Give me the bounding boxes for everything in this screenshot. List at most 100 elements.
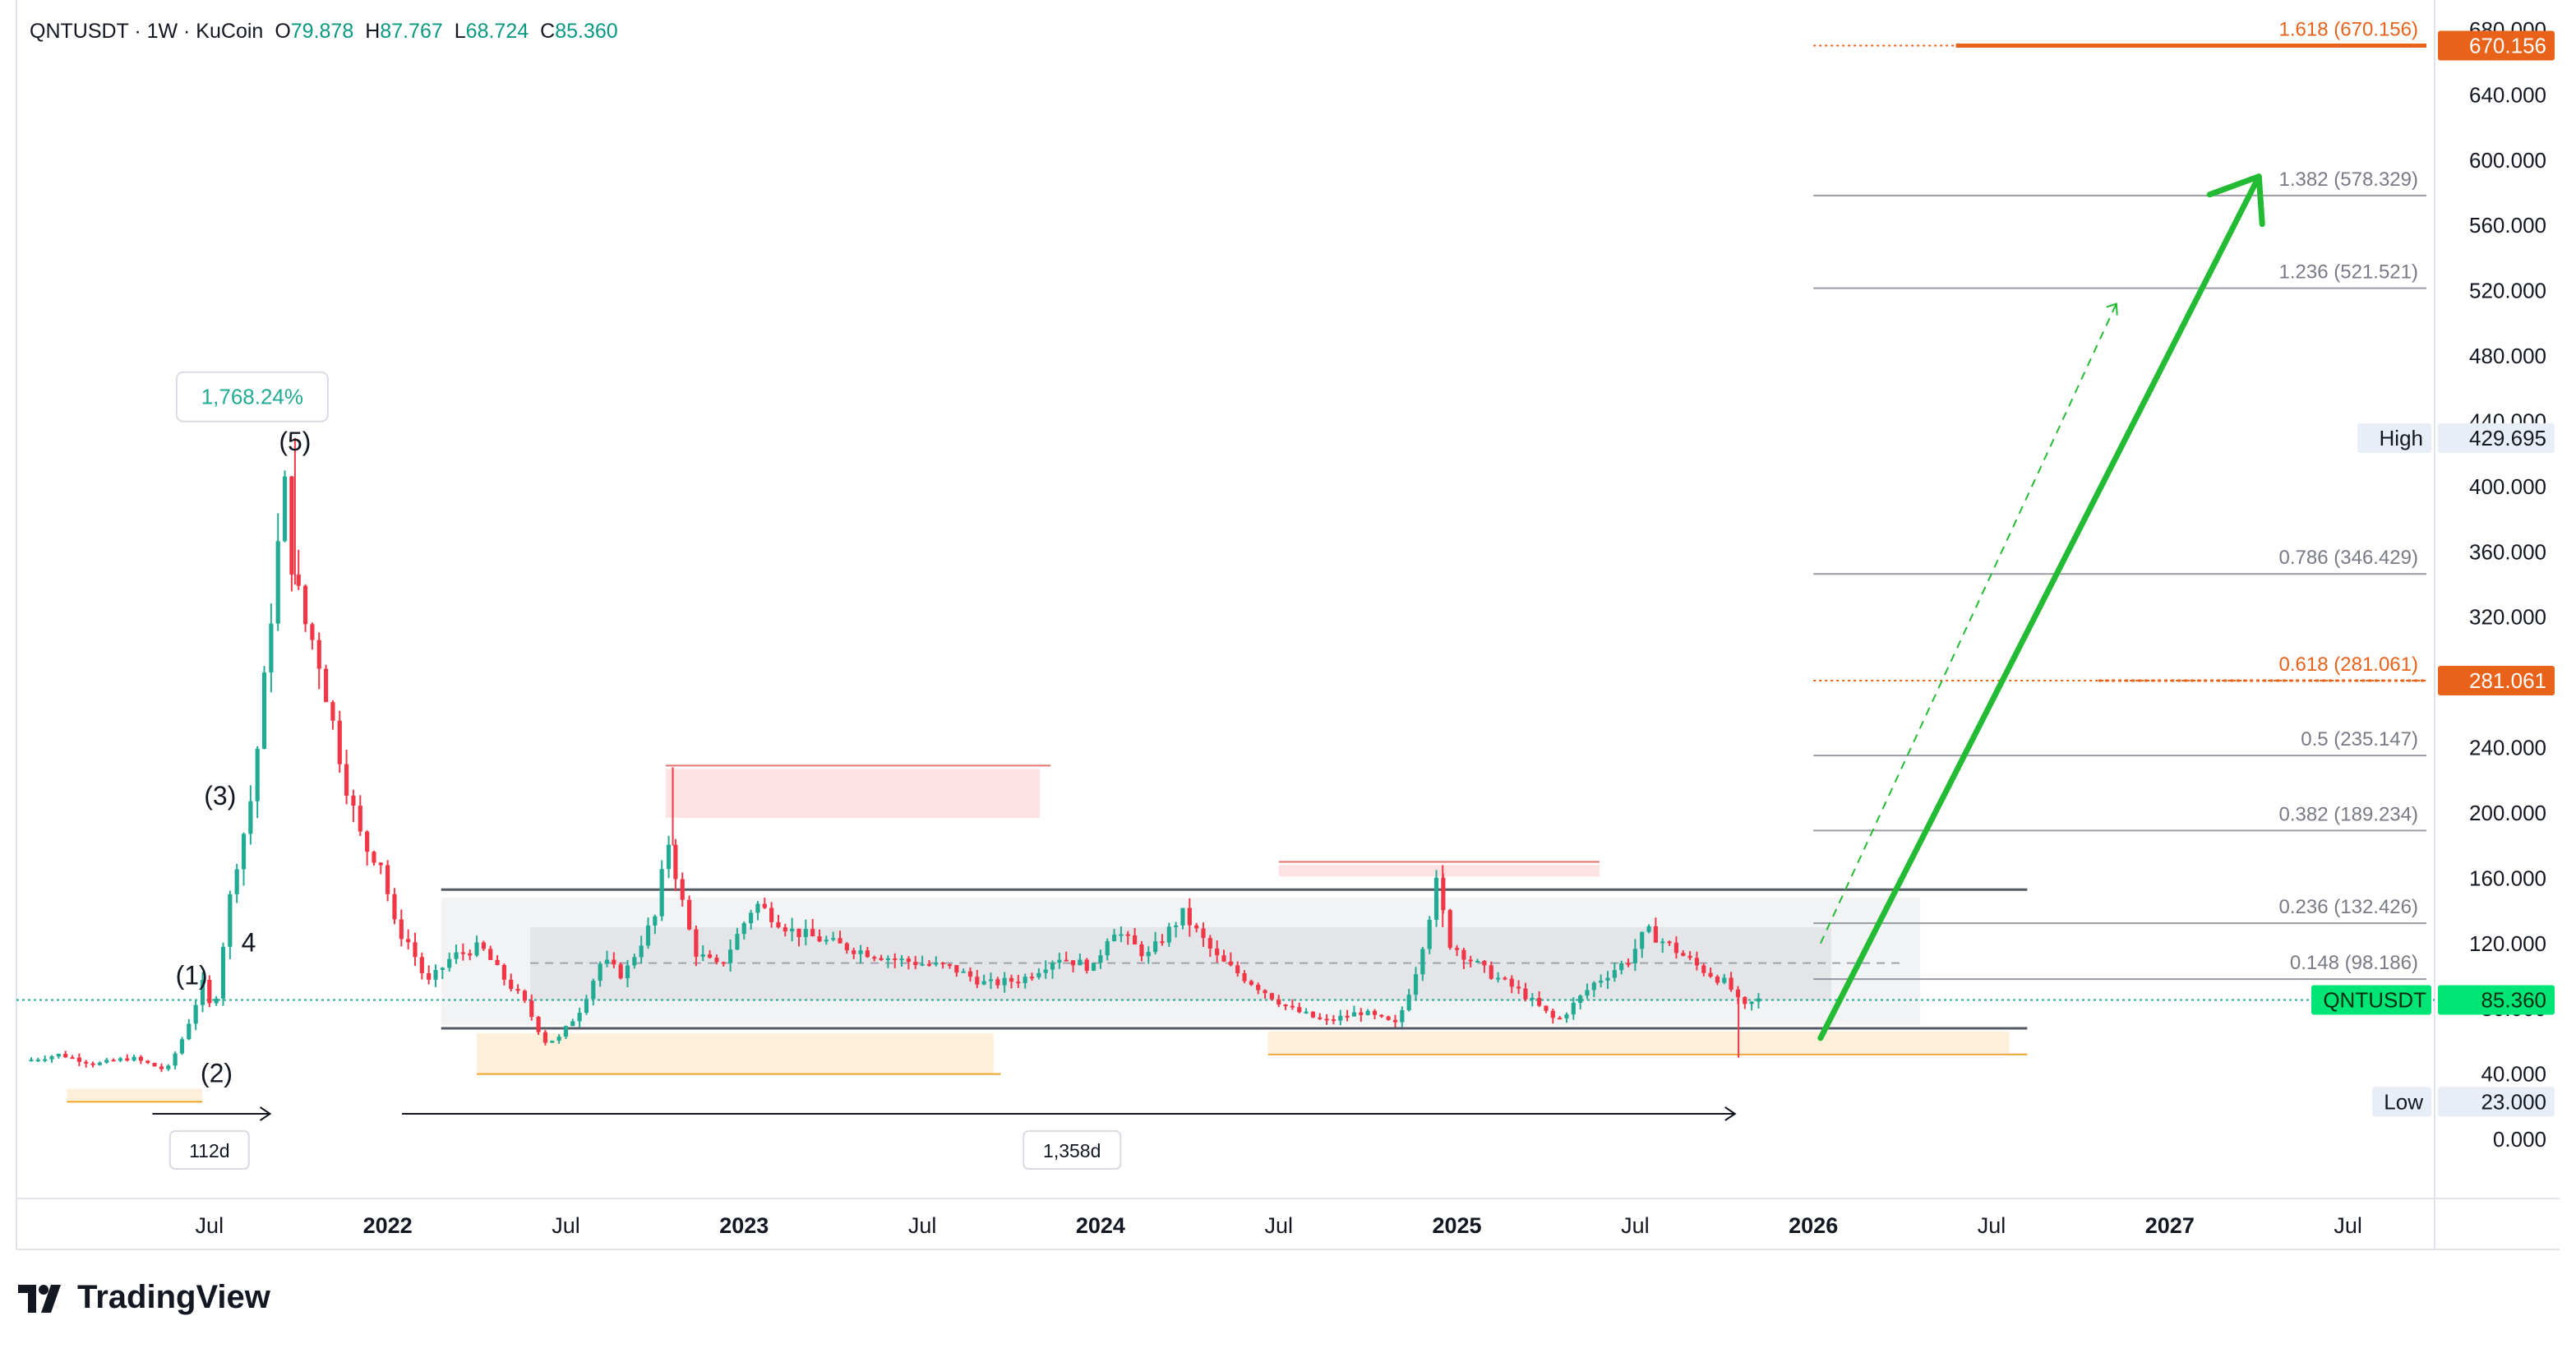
high-value: 429.695 (2469, 426, 2546, 450)
candle-body (1729, 977, 1733, 990)
candle-body (344, 764, 349, 797)
candle-body (1365, 1010, 1370, 1015)
candle-body (1235, 965, 1240, 974)
candle-body (550, 1041, 555, 1043)
tradingview-brand[interactable]: TradingView (18, 1279, 270, 1316)
candle-body (1756, 998, 1761, 1002)
y-tick-label: 320.000 (2469, 605, 2546, 630)
candle-body (1694, 958, 1700, 966)
candle-body (796, 928, 801, 937)
candle-body (481, 942, 486, 949)
candle-body (63, 1054, 68, 1058)
x-tick-label: 2022 (363, 1213, 413, 1238)
candle-body (70, 1057, 75, 1060)
candle-body (591, 981, 596, 1000)
fib-label: 1.618 (670.156) (2279, 19, 2418, 41)
candle-body (817, 935, 822, 942)
projection-arrow-dashed-head (2106, 302, 2118, 316)
candle-body (1585, 990, 1590, 996)
candle-body (255, 748, 260, 801)
candle-body (612, 959, 616, 965)
wave-label: (1) (176, 960, 208, 990)
candle-body (173, 1053, 178, 1066)
candle-body (214, 998, 219, 1004)
candle-body (1722, 977, 1727, 983)
candle-body (1139, 944, 1144, 957)
candle-body (440, 967, 445, 971)
candle-body (296, 574, 301, 586)
ohlc-close: C85.360 (540, 20, 618, 43)
candle-body (241, 834, 247, 870)
candle-body (1605, 977, 1610, 981)
candle-body (988, 979, 994, 981)
candle-body (1612, 970, 1617, 978)
candle-body (563, 1026, 569, 1037)
candle-body (1447, 910, 1452, 949)
candle-body (1174, 925, 1179, 927)
candle-body (1249, 981, 1253, 986)
candle-body (844, 943, 849, 951)
x-tick-label: 2025 (1433, 1213, 1482, 1238)
candle-body (1413, 974, 1419, 995)
candle-body (515, 989, 520, 991)
x-tick-label: Jul (908, 1213, 937, 1238)
candle-body (803, 929, 808, 937)
candle-body (1632, 949, 1637, 963)
candle-body (1269, 993, 1274, 1000)
candle-body (509, 979, 514, 990)
candle-body (1043, 969, 1048, 973)
chart-legend: QNTUSDT · 1W · KuCoin O79.878 H87.767 L6… (30, 20, 618, 44)
duration-label: 112d (189, 1140, 229, 1161)
candle-body (1180, 907, 1185, 926)
x-tick-label: 2024 (1076, 1213, 1125, 1238)
candle-body (1187, 907, 1192, 926)
candle-body (385, 865, 390, 894)
fib-label: 0.786 (346.429) (2279, 547, 2418, 569)
candle-body (659, 869, 664, 917)
x-tick-label: Jul (1978, 1213, 2006, 1238)
y-tick-label: 400.000 (2469, 474, 2546, 499)
candle-body (454, 952, 459, 959)
duration-arrow-head (259, 1106, 272, 1121)
candle-body (275, 541, 280, 624)
candle-body (433, 970, 438, 980)
candle-body (84, 1061, 89, 1064)
candle-body (790, 928, 795, 932)
fib-label: 0.382 (189.234) (2279, 803, 2418, 825)
symbol-label[interactable]: QNTUSDT · 1W · KuCoin (30, 20, 264, 43)
candle-body (1160, 941, 1165, 944)
candle-body (1701, 965, 1706, 973)
candle-body (529, 1000, 534, 1018)
candle-body (378, 862, 383, 866)
candle-body (1591, 982, 1596, 991)
candle-body (680, 879, 685, 900)
candle-body (111, 1060, 116, 1062)
candle-body (1023, 977, 1027, 983)
current-price-label-box (2311, 985, 2431, 1015)
candle-body (1653, 926, 1658, 943)
candle-body (228, 894, 233, 947)
candle-body (1564, 1014, 1569, 1018)
ohlc-open: O79.878 (275, 20, 354, 43)
candle-body (1461, 949, 1466, 960)
ohlc-high: H87.767 (365, 20, 443, 43)
candle-body (1454, 948, 1460, 950)
y-tick-label: 0.000 (2493, 1127, 2546, 1152)
candle-body (1509, 978, 1514, 987)
candle-body (1324, 1018, 1329, 1021)
candle-body (1673, 942, 1678, 954)
candle-body (653, 916, 658, 926)
candle-body (29, 1060, 34, 1062)
candle-body (1064, 959, 1069, 962)
candle-body (1530, 997, 1535, 1000)
candle-body (1550, 1010, 1555, 1018)
candle-body (1475, 960, 1480, 963)
candle-body (906, 958, 911, 963)
wave-label: (3) (204, 781, 236, 810)
candle-body (1578, 995, 1583, 1003)
candle-body (858, 950, 863, 954)
candle-body (1345, 1015, 1350, 1018)
candle-body (323, 668, 329, 703)
candle-body (1351, 1012, 1357, 1017)
